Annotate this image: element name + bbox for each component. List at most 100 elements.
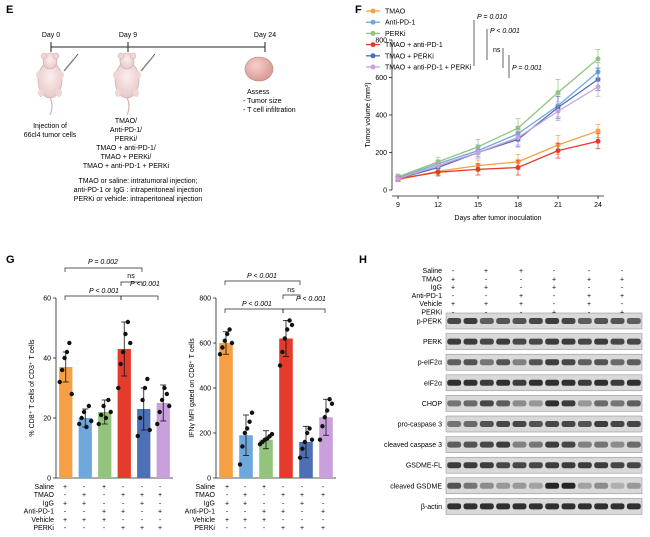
stat-label: P < 0.001 xyxy=(130,281,160,288)
blot-label: cleaved caspase 3 xyxy=(384,442,442,449)
panel-h-letter: H xyxy=(359,254,367,266)
blot-label: CHOP xyxy=(422,401,443,408)
blot-band xyxy=(447,503,462,510)
data-point xyxy=(555,108,561,114)
stat-label: P < 0.001 xyxy=(247,273,277,280)
sign-cell: + xyxy=(300,492,304,499)
data-point xyxy=(157,409,162,415)
data-point xyxy=(280,349,285,355)
blot-band xyxy=(528,359,543,366)
blot-band xyxy=(496,400,511,407)
sign-cell: + xyxy=(484,268,488,275)
data-point xyxy=(325,408,330,413)
blot-band xyxy=(447,421,462,427)
data-point xyxy=(227,327,232,332)
data-point xyxy=(147,427,152,433)
blot-band xyxy=(626,462,641,469)
svg-text:TMAO + anti-PD-1/: TMAO + anti-PD-1/ xyxy=(96,145,156,152)
blot-band xyxy=(610,379,625,386)
stat-label: P < 0.001 xyxy=(490,28,520,35)
blot-band xyxy=(479,462,494,469)
sign-cell: - xyxy=(322,484,325,491)
svg-text:TMAO or saline: intratumoral i: TMAO or saline: intratumoral injection; xyxy=(78,178,197,185)
data-point xyxy=(64,349,70,355)
row-label: Saline xyxy=(35,484,55,491)
data-point xyxy=(59,367,65,373)
data-point xyxy=(277,363,283,368)
sign-cell: + xyxy=(262,517,266,524)
row-label: Vehicle xyxy=(31,517,54,524)
data-point xyxy=(217,352,223,357)
blot-band xyxy=(512,400,527,407)
mouse-illustration xyxy=(113,52,156,116)
sign-cell: + xyxy=(519,301,523,308)
data-point xyxy=(140,397,145,403)
blot-band xyxy=(610,359,625,366)
row-label: Vehicle xyxy=(192,517,215,524)
x-tick-label: 18 xyxy=(514,202,522,209)
blot-band xyxy=(561,359,576,366)
blot-band xyxy=(479,379,494,386)
data-point xyxy=(475,150,481,155)
blot-band xyxy=(463,379,478,386)
y-tick-label: 400 xyxy=(199,386,211,393)
assess-text: Assess - Tumor size - T cell infiltratio… xyxy=(243,89,296,114)
data-point xyxy=(142,385,148,391)
series-line xyxy=(397,78,599,180)
sign-cell: - xyxy=(452,268,455,275)
treatment-text: TMAO/ Anti-PD-1/ PERKi/ TMAO + anti-PD-1… xyxy=(83,118,170,170)
sign-cell: - xyxy=(485,293,488,300)
x-axis-label: Days after tumor inoculation xyxy=(454,215,541,222)
series-line xyxy=(397,140,599,180)
bar xyxy=(156,403,170,478)
data-point xyxy=(86,403,92,409)
legend-swatch-dot xyxy=(370,30,376,36)
x-tick-label: 24 xyxy=(594,202,602,209)
data-point xyxy=(307,426,312,431)
sign-cell: - xyxy=(301,517,304,524)
blot-band xyxy=(594,379,609,386)
data-point xyxy=(89,418,94,424)
data-point xyxy=(57,379,62,385)
sign-cell: + xyxy=(519,293,523,300)
treatment-table-left: Saline + - + - - -TMAO - + - + + +IgG + + - - + -Anti-PD-1… xyxy=(24,484,162,532)
data-point xyxy=(79,415,84,421)
blot-band xyxy=(561,441,576,448)
sign-cell: + xyxy=(225,500,229,507)
bar xyxy=(259,439,273,478)
data-point xyxy=(225,331,230,337)
data-point xyxy=(309,437,315,442)
tumor-icon xyxy=(244,56,274,82)
blot-label: GSDME-FL xyxy=(406,463,442,470)
sign-cell: - xyxy=(588,285,591,292)
y-tick-label: 60 xyxy=(43,296,51,303)
sign-cell: + xyxy=(300,500,304,507)
blot-band xyxy=(610,318,625,324)
sign-cell: + xyxy=(225,517,229,524)
data-point xyxy=(300,446,305,451)
sign-cell: + xyxy=(262,509,266,516)
blot-band xyxy=(626,503,641,510)
blot-band xyxy=(447,318,462,324)
stat-label: P = 0.001 xyxy=(512,65,542,72)
data-point xyxy=(302,439,307,445)
data-point xyxy=(329,401,335,406)
sign-cell: - xyxy=(553,301,556,308)
sign-cell: + xyxy=(451,285,455,292)
sign-cell: + xyxy=(140,492,144,499)
sign-cell: + xyxy=(484,301,488,308)
stat-label: P = 0.002 xyxy=(88,259,118,266)
svg-text:TMAO/: TMAO/ xyxy=(115,118,137,125)
blot-band xyxy=(594,421,609,427)
blot-band xyxy=(610,503,625,510)
svg-text:- T cell infiltration: - T cell infiltration xyxy=(243,107,296,114)
data-point xyxy=(103,415,109,421)
sign-cell: - xyxy=(621,268,624,275)
sign-cell: - xyxy=(103,500,106,507)
blot-band xyxy=(561,503,576,510)
sign-cell: + xyxy=(321,509,325,516)
mouse-illustration xyxy=(36,52,79,116)
blot-band xyxy=(512,503,527,510)
blot-band xyxy=(610,400,625,407)
data-point xyxy=(220,345,225,350)
